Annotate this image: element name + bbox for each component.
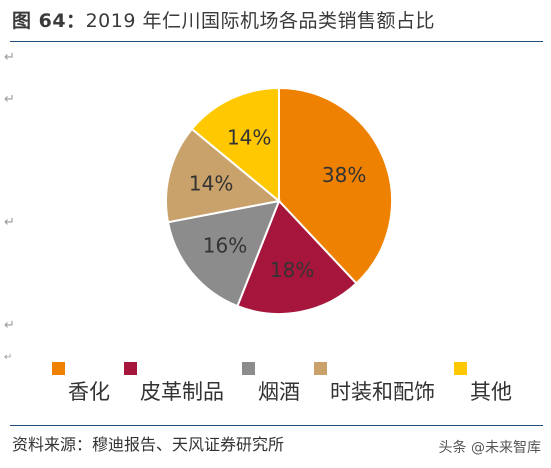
legend-swatch-fashion-accessories (314, 362, 327, 375)
data-label-cosmetics: 38% (322, 163, 366, 187)
data-label-tobacco-alcohol: 16% (203, 234, 247, 258)
data-label-leather-goods: 18% (270, 258, 314, 282)
legend-label-fashion-accessories: 时装和配饰 (330, 380, 435, 404)
legend-label-leather-goods: 皮革制品 (140, 380, 224, 404)
data-label-other: 14% (227, 126, 271, 150)
legend-label-other: 其他 (470, 380, 512, 404)
page-title: 图 64：2019 年仁川国际机场各品类销售额占比 (12, 6, 435, 33)
legend-swatch-tobacco-alcohol (242, 362, 255, 375)
figure-label: 图 64： (12, 10, 86, 32)
pie-slice-cosmetics (278, 86, 393, 285)
chart-title: 2019 年仁川国际机场各品类销售额占比 (85, 10, 435, 32)
paragraph-mark-icon: ↵ (4, 215, 15, 230)
paragraph-mark-icon: ↵ (4, 318, 15, 333)
legend-swatch-cosmetics (52, 362, 65, 375)
source-note: 资料来源：穆迪报告、天风证券研究所 (12, 435, 285, 454)
paragraph-mark-icon: ↵ (4, 50, 15, 65)
data-label-fashion-accessories: 14% (189, 172, 233, 196)
pie-slice-tobacco-alcohol (166, 199, 281, 308)
pie-slice-fashion-accessories (165, 127, 282, 224)
chart-legend: 香化 皮革制品 烟酒 时装和配饰 其他 (52, 362, 542, 412)
paragraph-mark-icon: ↵ (4, 352, 13, 363)
legend-label-tobacco-alcohol: 烟酒 (258, 380, 300, 404)
watermark: 头条 @未来智库 (439, 437, 541, 457)
legend-swatch-other (454, 362, 467, 375)
pie-labels: 38% 18% 16% 14% 14% (189, 126, 366, 282)
pie-slices (165, 86, 393, 315)
pie-slice-leather-goods (236, 199, 358, 315)
legend-label-cosmetics: 香化 (68, 380, 110, 404)
bottom-divider (10, 425, 543, 426)
pie-slice-other (190, 86, 280, 204)
watermark-text: 头条 @未来智库 (438, 440, 541, 456)
legend-swatch-leather-goods (124, 362, 137, 375)
paragraph-mark-icon: ↵ (4, 92, 15, 107)
top-divider (10, 41, 543, 42)
